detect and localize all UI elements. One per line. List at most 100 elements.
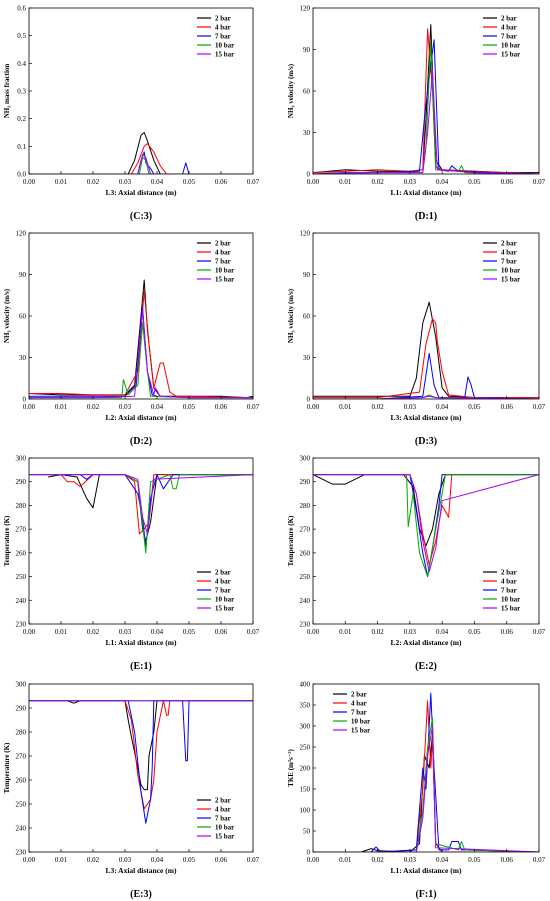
legend-entry: 4 bar (501, 249, 517, 257)
legend-entry: 2 bar (501, 569, 517, 577)
y-tick-label: 0.1 (17, 143, 26, 151)
series-line-7-bar (313, 39, 539, 174)
y-tick-label: 200 (300, 765, 311, 773)
x-tick-label: 0.02 (371, 178, 384, 186)
legend-entry: 7 bar (351, 709, 367, 717)
legend-entry: 2 bar (215, 569, 231, 577)
y-tick-label: 260 (16, 549, 27, 557)
y-tick-label: 0.2 (17, 115, 26, 123)
x-tick-label: 0.00 (307, 628, 320, 636)
panel-caption: (D:3) (415, 436, 437, 447)
legend-entry: 7 bar (215, 815, 231, 823)
x-tick-label: 0.05 (468, 856, 481, 864)
y-tick-label: 350 (300, 702, 311, 710)
x-tick-label: 0.06 (215, 178, 228, 186)
legend-entry: 2 bar (501, 240, 517, 248)
x-tick-label: 0.02 (371, 628, 384, 636)
y-tick-label: 60 (303, 313, 311, 321)
x-tick-label: 0.04 (151, 628, 164, 636)
legend-entry: 2 bar (501, 15, 517, 23)
y-tick-label: 230 (16, 849, 27, 857)
x-tick-label: 0.01 (339, 178, 352, 186)
legend-entry: 4 bar (501, 24, 517, 32)
x-tick-label: 0.05 (468, 403, 481, 411)
legend-entry: 4 bar (351, 700, 367, 708)
x-tick-label: 0.05 (183, 856, 196, 864)
chart-panel-e1: 0.00 0.01 0.02 0.03 0.04 0.05 0.06 0.07 230 240 25… (3, 455, 260, 673)
series-line-2-bar (313, 474, 539, 547)
y-axis-label: Temperature (K) (3, 742, 11, 793)
series-line-7-bar (313, 692, 539, 852)
x-tick-label: 0.06 (215, 628, 228, 636)
x-tick-label: 0.01 (339, 628, 352, 636)
y-tick-label: 0.4 (17, 60, 26, 68)
series-lines (29, 700, 253, 824)
panel-caption: (C:3) (130, 211, 152, 222)
x-tick-label: 0.00 (307, 403, 320, 411)
y-tick-label: 0 (307, 849, 311, 857)
x-tick-label: 0.06 (501, 856, 514, 864)
legend-entry: 4 bar (215, 806, 231, 814)
x-tick-label: 0.00 (307, 178, 320, 186)
x-tick-label: 0.00 (23, 178, 36, 186)
chart-panel-d1: 0.00 0.01 0.02 0.03 0.04 0.05 0.06 0.07 0 30 60 90 1… (287, 5, 546, 223)
legend-entry: 15 bar (215, 605, 234, 613)
y-axis-label: NH₃ velocity (m/s) (287, 288, 295, 343)
x-tick-label: 0.06 (215, 856, 228, 864)
y-axis-label: TKE (m²s⁻²) (287, 749, 295, 787)
x-tick-label: 0.07 (247, 856, 260, 864)
y-tick-label: 300 (16, 681, 27, 689)
series-line-4-bar (313, 474, 539, 566)
y-tick-label: 100 (300, 807, 311, 815)
series-line-2-bar (29, 700, 253, 791)
legend-entry: 10 bar (215, 596, 234, 604)
panel-caption: (F:1) (415, 889, 436, 900)
series-line-15-bar (29, 308, 253, 399)
y-tick-label: 300 (300, 723, 311, 731)
y-tick-label: 280 (16, 729, 27, 737)
x-tick-label: 0.07 (533, 856, 546, 864)
y-tick-label: 270 (16, 526, 27, 534)
series-line-4-bar (29, 290, 253, 399)
x-tick-label: 0.05 (183, 628, 196, 636)
legend-entry: 2 bar (351, 691, 367, 699)
x-tick-label: 0.03 (119, 628, 132, 636)
series-line-7-bar (29, 700, 253, 824)
series-line-7-bar (313, 352, 539, 399)
x-tick-label: 0.04 (436, 403, 449, 411)
y-tick-label: 260 (16, 777, 27, 785)
x-tick-label: 0.01 (339, 856, 352, 864)
x-axis-label: L1: Axial distance (m) (105, 638, 177, 647)
legend-entry: 10 bar (215, 267, 234, 275)
legend-entry: 7 bar (215, 587, 231, 595)
x-tick-label: 0.00 (23, 628, 36, 636)
series-lines (313, 474, 539, 578)
legend-entry: 15 bar (215, 276, 234, 284)
x-tick-label: 0.06 (215, 403, 228, 411)
x-tick-label: 0.03 (119, 403, 132, 411)
series-lines (29, 474, 253, 554)
series-line-7-bar (313, 474, 539, 578)
x-tick-label: 0.02 (371, 856, 384, 864)
legend-entry: 4 bar (215, 24, 231, 32)
legend-entry: 15 bar (215, 51, 234, 59)
plot-frame (28, 683, 254, 853)
legend-entry: 7 bar (215, 33, 231, 41)
x-tick-label: 0.00 (23, 856, 36, 864)
y-tick-label: 240 (16, 825, 27, 833)
series-line-2-bar (29, 132, 253, 174)
x-tick-label: 0.04 (436, 628, 449, 636)
legend-entry: 15 bar (501, 605, 520, 613)
y-tick-label: 230 (16, 621, 27, 629)
y-tick-label: 0.0 (17, 171, 26, 179)
series-line-15-bar (29, 154, 253, 174)
x-tick-label: 0.07 (533, 628, 546, 636)
y-tick-label: 290 (16, 478, 27, 486)
x-tick-label: 0.05 (183, 403, 196, 411)
x-tick-label: 0.02 (87, 403, 100, 411)
y-tick-label: 300 (16, 455, 27, 463)
x-tick-label: 0.05 (468, 628, 481, 636)
